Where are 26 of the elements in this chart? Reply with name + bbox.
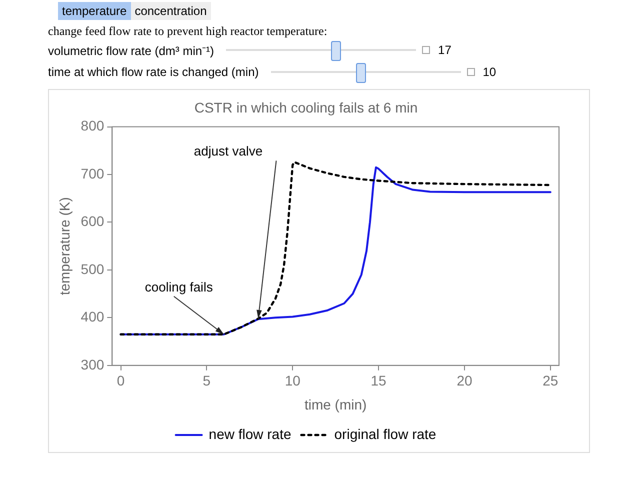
y-tick-label: 600 — [80, 213, 104, 230]
text: concentration — [130, 2, 211, 20]
y-tick-label: 500 — [80, 260, 104, 277]
x-tick-label: 25 — [542, 372, 558, 389]
text: 10 — [482, 65, 496, 79]
y-tick-label: 700 — [80, 165, 104, 182]
legend-label: original flow rate — [334, 426, 436, 442]
y-tick-label: 300 — [80, 356, 104, 372]
y-tick-label: 800 — [80, 118, 104, 134]
annotation: cooling fails — [144, 279, 214, 294]
x-tick-label: 15 — [370, 372, 387, 389]
x-tick-label: 5 — [202, 372, 211, 389]
y-tick-label: 400 — [80, 308, 104, 325]
chart-title: CSTR in which cooling fails at 6 min — [194, 99, 418, 116]
x-tick-label: 0 — [116, 372, 125, 389]
text: 17 — [438, 43, 452, 57]
x-axis-title: time (min) — [304, 396, 367, 412]
text: temperature — [58, 2, 131, 20]
x-tick-label: 20 — [456, 372, 472, 389]
y-axis-title: temperature (K) — [56, 197, 72, 296]
annotation: adjust valve — [194, 144, 263, 159]
text: volumetric flow rate (dm³ min⁻¹) — [48, 42, 214, 58]
legend-label: new flow rate — [208, 426, 292, 442]
text: change feed flow rate to prevent high reactor temperature: — [48, 24, 328, 39]
text: time at which flow rate is changed (min) — [48, 65, 259, 79]
x-tick-label: 10 — [284, 372, 301, 389]
